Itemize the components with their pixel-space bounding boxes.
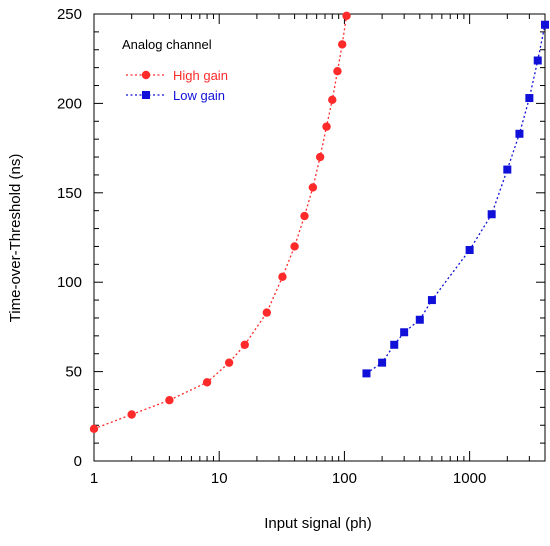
y-axis-label: Time-over-Threshold (ns) <box>7 154 24 323</box>
low-gain-legend-marker <box>142 91 150 99</box>
high-gain-point <box>127 410 136 419</box>
high-gain-point <box>202 378 212 387</box>
high-gain-point <box>333 67 342 76</box>
low-gain-point <box>400 328 409 337</box>
y-tick-label: 0 <box>74 453 82 470</box>
high-gain-point <box>342 11 351 20</box>
y-tick-label: 50 <box>65 364 82 381</box>
low-gain-point <box>427 296 436 305</box>
y-tick-label: 100 <box>57 274 82 291</box>
low-gain-series-line <box>366 24 546 374</box>
low-gain-point <box>465 246 474 255</box>
x-tick-label: 1000 <box>453 470 486 487</box>
low-gain-point <box>378 358 387 367</box>
low-gain-point <box>533 56 542 65</box>
high-gain-point <box>322 122 331 131</box>
low-gain-point <box>362 369 371 378</box>
plot-frame <box>93 13 546 462</box>
series-layer <box>89 11 549 434</box>
low-gain-point <box>390 340 399 349</box>
high-gain-point <box>278 272 287 282</box>
low-gain-point <box>525 94 534 103</box>
x-tick-label: 100 <box>332 470 357 487</box>
high-gain-point <box>224 358 234 367</box>
y-tick-label: 150 <box>57 185 82 202</box>
high-gain-point <box>262 308 272 317</box>
low-gain-point <box>503 165 512 174</box>
y-tick-label: 200 <box>57 95 82 112</box>
high-gain-point <box>337 40 347 49</box>
high-gain-point <box>240 340 249 349</box>
high-gain-series-line <box>93 15 348 430</box>
x-tick-label: 1 <box>90 470 98 487</box>
y-tick-label: 250 <box>57 6 82 23</box>
high-gain-legend-marker <box>141 70 151 80</box>
legend-title: Analog channel <box>122 37 212 52</box>
high-gain-point <box>315 152 325 162</box>
high-gain-point <box>300 211 309 221</box>
high-gain-legend-label: High gain <box>173 68 228 83</box>
low-gain-point <box>487 210 496 219</box>
legend: Analog channel High gain Low gain <box>122 37 228 103</box>
low-gain-point <box>415 315 424 324</box>
low-gain-point <box>541 20 549 29</box>
low-gain-point <box>515 129 524 138</box>
high-gain-point <box>165 396 174 405</box>
x-axis-label: Input signal (ph) <box>264 515 372 532</box>
x-tick-label: 10 <box>211 470 228 487</box>
axes-group: 0 50 100 150 200 250 1 10 100 1000 <box>57 6 546 487</box>
high-gain-point <box>328 95 337 105</box>
high-gain-point <box>290 242 299 251</box>
high-gain-point <box>308 183 318 192</box>
high-gain-point <box>89 424 99 434</box>
low-gain-legend-label: Low gain <box>173 88 225 103</box>
